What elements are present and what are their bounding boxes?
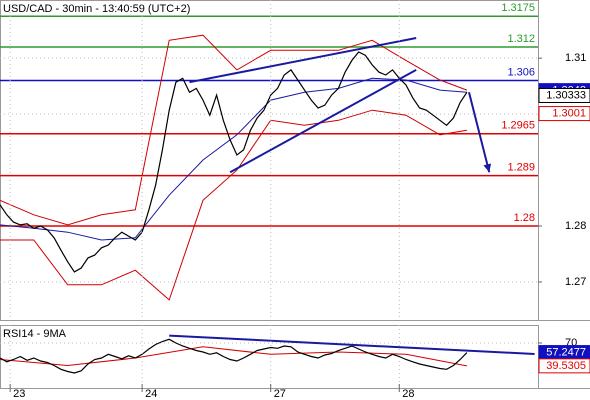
price-box: [538, 87, 590, 103]
plot-frame: [0, 0, 539, 321]
x-tick-label: 27: [274, 388, 286, 400]
indicator-line: [0, 34, 468, 226]
x-tick-label: 24: [145, 388, 157, 400]
y-tick-label: 1.31: [565, 52, 586, 64]
price-box-label: 39.5305: [546, 360, 586, 372]
price-box: [538, 358, 590, 374]
x-tick-label: 28: [402, 388, 414, 400]
price-panel: 1.311.301.281.271.31751.3121.3061.29651.…: [0, 0, 590, 321]
price-line: [0, 51, 468, 273]
panel-title: RSI14 - 9MA: [3, 328, 67, 340]
price-box-label: 1.3001: [552, 107, 586, 119]
price-line: [0, 338, 468, 374]
trend-line: [189, 37, 417, 84]
y-tick-label: 1.28: [565, 220, 586, 232]
x-tick-label: 23: [13, 388, 25, 400]
level-label: 1.312: [507, 33, 535, 45]
trend-line: [229, 69, 417, 174]
price-box-label: 57.2477: [546, 346, 586, 358]
indicator-line: [0, 109, 467, 301]
level-label: 1.28: [514, 212, 535, 224]
indicator-line: [0, 346, 467, 367]
indicator-line: [0, 77, 467, 241]
level-label: 1.3175: [501, 2, 535, 14]
arrow-line: [468, 92, 491, 173]
price-box: [538, 106, 590, 122]
arrow-head: [483, 163, 492, 173]
level-label: 1.289: [507, 162, 535, 174]
level-label: 1.2965: [501, 120, 535, 132]
price-box-label: 1.30333: [546, 89, 586, 101]
level-label: 1.306: [507, 66, 535, 78]
trend-line: [169, 334, 535, 355]
panel-title: USD/CAD - 30min - 13:40:59 (UTC+2): [3, 3, 190, 15]
y-tick-label: 1.27: [565, 276, 586, 288]
